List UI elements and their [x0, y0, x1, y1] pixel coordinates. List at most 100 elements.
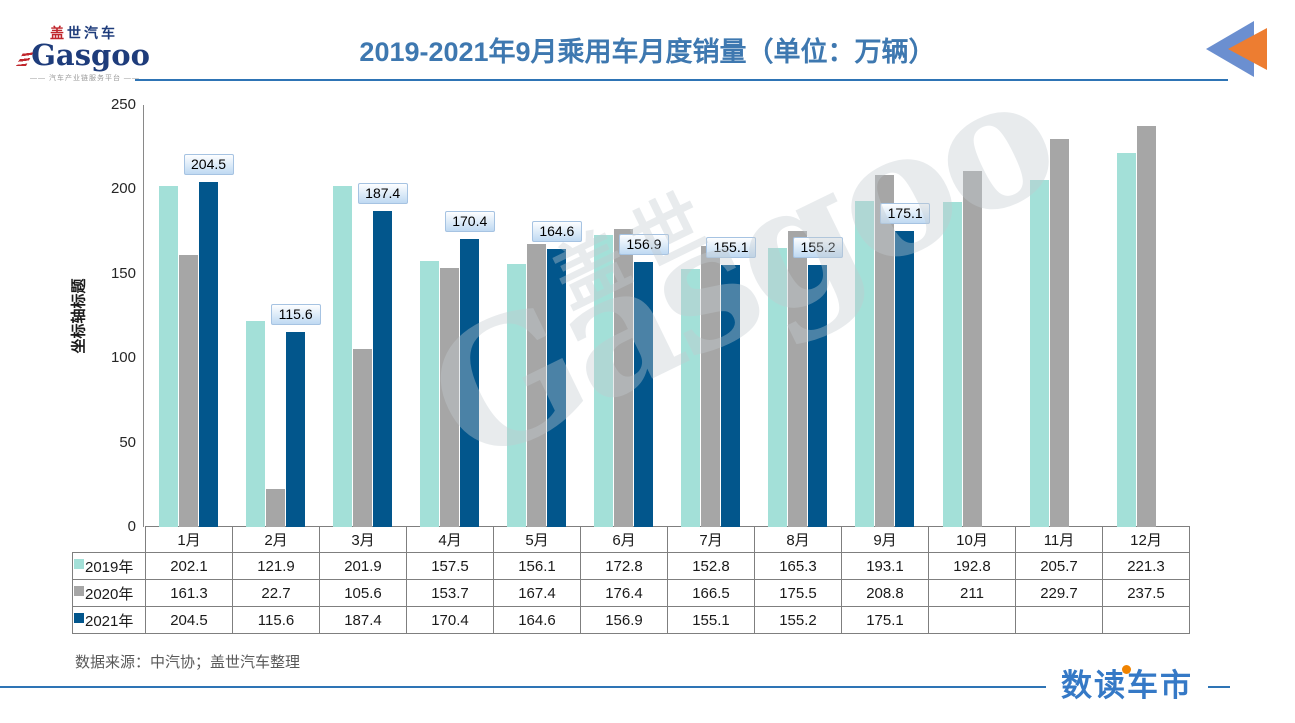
- y-tick-label: 50: [119, 433, 136, 451]
- value-2020年-8月: 175.5: [754, 579, 842, 607]
- bar-group-9月: 175.1: [842, 105, 931, 527]
- value-2021年-2月: 115.6: [232, 606, 320, 634]
- bar-2021年-8月: [808, 265, 828, 527]
- value-2019年-1月: 202.1: [145, 552, 233, 580]
- bar-2020年-9月: [875, 174, 895, 527]
- month-header-7月: 7月: [667, 526, 755, 553]
- series-label-2020年: 2020年: [72, 579, 146, 607]
- bar-2021年-2月: [285, 331, 305, 527]
- bar-2019年-8月: [768, 247, 788, 527]
- brand-orange-dot-icon: [1122, 665, 1131, 674]
- bar-2019年-1月: [158, 185, 178, 527]
- value-2019年-7月: 152.8: [667, 552, 755, 580]
- month-header-2月: 2月: [232, 526, 320, 553]
- footer-divider: [0, 686, 1230, 688]
- bar-group-1月: 204.5: [145, 105, 234, 527]
- table-row-2019年: 2019年 202.1 121.9 201.9 157.5 156.1 172.8 152.8…: [72, 552, 1190, 580]
- month-header-4月: 4月: [406, 526, 494, 553]
- y-tick-label: 250: [110, 96, 136, 113]
- value-2020年-11月: 229.7: [1015, 579, 1103, 607]
- legend-swatch-2021年: [74, 612, 84, 623]
- bar-2020年-11月: [1049, 139, 1069, 527]
- value-2020年-10月: 211: [928, 579, 1016, 607]
- legend-swatch-2019年: [74, 558, 84, 569]
- value-2019年-5月: 156.1: [493, 552, 581, 580]
- data-label-2021年-5月: 164.6: [531, 221, 582, 243]
- y-tick-label: 0: [127, 517, 136, 535]
- data-label-2021年-2月: 115.6: [270, 303, 321, 325]
- bar-2020年-12月: [1136, 126, 1156, 527]
- brand-logo: 数读车市: [1046, 662, 1208, 710]
- bar-2019年-6月: [593, 235, 613, 527]
- bar-2019年-5月: [506, 263, 526, 527]
- value-2021年-5月: 164.6: [493, 606, 581, 634]
- value-2020年-1月: 161.3: [145, 579, 233, 607]
- value-2021年-10月: [928, 606, 1016, 634]
- y-tick-label: 150: [110, 264, 136, 282]
- value-2020年-12月: 237.5: [1102, 579, 1190, 607]
- bar-2020年-5月: [526, 244, 546, 527]
- table-row-2021年: 2021年 204.5 115.6 187.4 170.4 164.6 156.9 155.1…: [72, 606, 1190, 634]
- value-2019年-8月: 165.3: [754, 552, 842, 580]
- month-header-11月: 11月: [1015, 526, 1103, 553]
- bar-group-7月: 155.1: [667, 105, 756, 527]
- value-2020年-5月: 167.4: [493, 579, 581, 607]
- bar-2019年-12月: [1116, 153, 1136, 527]
- bar-2021年-4月: [459, 239, 479, 527]
- data-label-2021年-6月: 156.9: [618, 234, 669, 256]
- value-2020年-3月: 105.6: [319, 579, 407, 607]
- data-label-2021年-9月: 175.1: [880, 203, 931, 225]
- bar-group-12月: [1103, 105, 1190, 527]
- bar-group-5月: 164.6: [493, 105, 582, 527]
- value-2021年-12月: [1102, 606, 1190, 634]
- value-2019年-11月: 205.7: [1015, 552, 1103, 580]
- value-2019年-10月: 192.8: [928, 552, 1016, 580]
- bar-2019年-2月: [245, 321, 265, 527]
- bar-2021年-9月: [895, 231, 915, 527]
- logo-english-name: Gasgoo: [31, 38, 150, 72]
- value-2021年-1月: 204.5: [145, 606, 233, 634]
- month-header-3月: 3月: [319, 526, 407, 553]
- value-2020年-7月: 166.5: [667, 579, 755, 607]
- logo-cn-first: 盖: [50, 25, 67, 41]
- bar-plot-area: 204.5 115.6 187.4 170.4 164.6 156.9 155.1 155.2…: [145, 105, 1190, 527]
- bar-2020年-8月: [788, 230, 808, 527]
- bar-2021年-3月: [372, 210, 392, 527]
- bar-2020年-4月: [439, 267, 459, 527]
- y-tick-label: 100: [110, 349, 136, 367]
- bar-2019年-9月: [855, 201, 875, 527]
- bar-2020年-1月: [178, 254, 198, 527]
- logo-tagline: —— 汽车产业链服务平台 ——: [30, 75, 140, 82]
- table-row-2020年: 2020年 161.3 22.7 105.6 153.7 167.4 176.4 166.5 1…: [72, 579, 1190, 607]
- bar-group-10月: [929, 105, 1016, 527]
- bar-2020年-10月: [962, 170, 982, 527]
- logo-chinese-name: 盖世汽车: [50, 26, 150, 40]
- value-2019年-6月: 172.8: [580, 552, 668, 580]
- value-2019年-2月: 121.9: [232, 552, 320, 580]
- bar-2020年-3月: [352, 348, 372, 527]
- bar-2019年-10月: [942, 201, 962, 527]
- bar-group-6月: 156.9: [580, 105, 669, 527]
- y-axis-line: [143, 105, 144, 527]
- header-divider: [135, 79, 1228, 81]
- bar-2019年-4月: [419, 261, 439, 527]
- month-header-10月: 10月: [928, 526, 1016, 553]
- data-label-2021年-7月: 155.1: [706, 237, 756, 259]
- month-header-12月: 12月: [1102, 526, 1190, 553]
- month-header-1月: 1月: [145, 526, 233, 553]
- value-2020年-9月: 208.8: [841, 579, 929, 607]
- value-2019年-9月: 193.1: [841, 552, 929, 580]
- value-2021年-3月: 187.4: [319, 606, 407, 634]
- gasgoo-logo: 盖世汽车 Gasgoo —— 汽车产业链服务平台 ——: [16, 26, 150, 83]
- page-title: 2019-2021年9月乘用车月度销量（单位：万辆）: [359, 37, 936, 67]
- bar-group-2月: 115.6: [232, 105, 321, 527]
- value-2021年-11月: [1015, 606, 1103, 634]
- logo-wordmark: Gasgoo: [16, 38, 150, 72]
- chart-data-table: 1月 2月 3月 4月 5月 6月 7月 8月 9月 10月 11月 12月 2019年 202.1 121…: [72, 526, 1190, 634]
- value-2021年-8月: 155.2: [754, 606, 842, 634]
- bar-group-8月: 155.2: [755, 105, 844, 527]
- value-2021年-4月: 170.4: [406, 606, 494, 634]
- bar-2019年-7月: [681, 269, 700, 527]
- y-axis-tick-labels: 250 200 150 100 50 0: [84, 96, 136, 536]
